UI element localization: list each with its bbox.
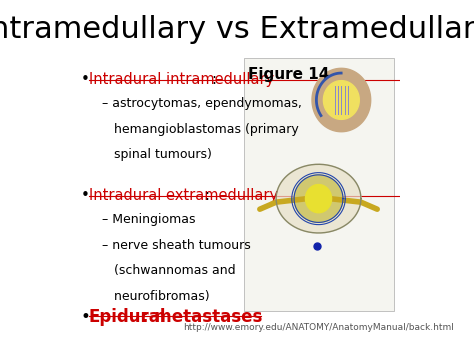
Polygon shape xyxy=(294,175,343,223)
Text: http://www.emory.edu/ANATOMY/AnatomyManual/back.html: http://www.emory.edu/ANATOMY/AnatomyManu… xyxy=(183,323,454,333)
Text: :: : xyxy=(204,188,210,203)
Text: Intradural intramedullary: Intradural intramedullary xyxy=(89,72,274,87)
Text: hemangioblastomas (primary: hemangioblastomas (primary xyxy=(102,122,299,136)
Text: •: • xyxy=(81,72,90,87)
Text: :: : xyxy=(211,72,216,87)
Text: – Meningiomas: – Meningiomas xyxy=(102,213,195,226)
Text: spinal tumours): spinal tumours) xyxy=(102,148,211,161)
Polygon shape xyxy=(323,81,359,119)
Text: – nerve sheath tumours: – nerve sheath tumours xyxy=(102,239,250,252)
Text: Intramedullary vs Extramedullary: Intramedullary vs Extramedullary xyxy=(0,16,474,44)
Text: Epidural: Epidural xyxy=(89,308,166,326)
Text: Figure 14: Figure 14 xyxy=(248,66,330,82)
Polygon shape xyxy=(305,185,331,213)
Text: •: • xyxy=(81,188,90,203)
FancyBboxPatch shape xyxy=(244,58,393,311)
Text: (schwannomas and: (schwannomas and xyxy=(102,264,235,277)
Polygon shape xyxy=(312,68,371,132)
Text: •: • xyxy=(81,308,91,326)
Text: neurofibromas): neurofibromas) xyxy=(102,290,210,302)
Text: – astrocytomas, ependymomas,: – astrocytomas, ependymomas, xyxy=(102,97,301,110)
Text: Intradural extramedullary: Intradural extramedullary xyxy=(89,188,278,203)
Text: : metastases: : metastases xyxy=(142,308,262,326)
Polygon shape xyxy=(276,164,361,233)
